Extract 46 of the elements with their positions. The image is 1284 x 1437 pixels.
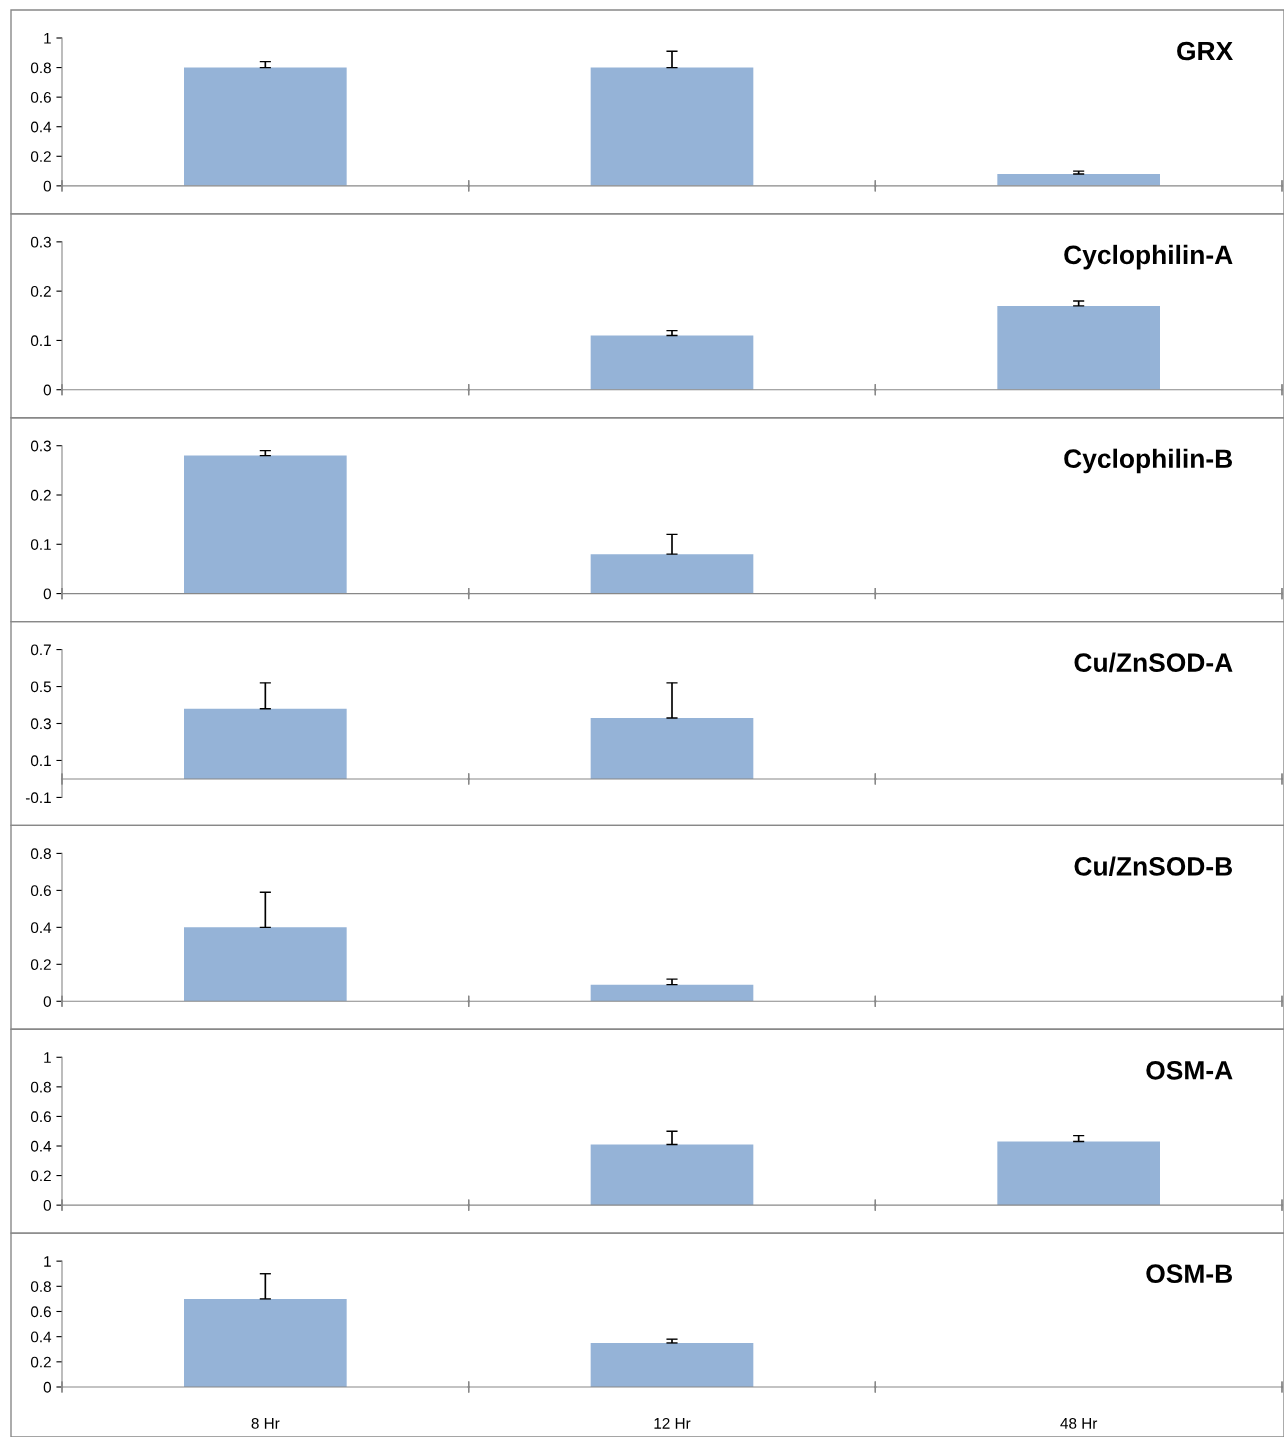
y-tick-label: 0.6 xyxy=(30,1306,51,1318)
y-tick-label: 0.2 xyxy=(30,1356,51,1368)
y-tick-label: -0.1 xyxy=(25,792,51,804)
y-tick-label: 0.6 xyxy=(30,1111,51,1123)
y-tick-label: 0.4 xyxy=(30,1140,52,1152)
y-tick-label: 0.3 xyxy=(30,718,51,730)
chart-title: Cyclophilin-A xyxy=(1064,244,1233,270)
y-tick-label: 0 xyxy=(43,996,51,1007)
y-tick-label: 0.3 xyxy=(30,440,51,452)
y-tick-label: 0.1 xyxy=(30,335,51,347)
y-tick-label: 0.8 xyxy=(30,848,51,860)
y-tick-label: 0 xyxy=(43,384,51,396)
chart-title: Cyclophilin-B xyxy=(1064,448,1233,474)
y-tick-label: 1 xyxy=(44,1052,51,1063)
y-tick-label: 0.6 xyxy=(30,92,51,103)
y-tick-label: 0.4 xyxy=(30,922,52,934)
y-tick-label: 0.2 xyxy=(30,489,51,501)
y-tick-label: 0.4 xyxy=(30,121,52,133)
y-tick-label: 1 xyxy=(44,1256,51,1267)
chart-title: OSM-A xyxy=(1146,1060,1233,1080)
chart-title: Cu/ZnSOD-B xyxy=(1074,856,1232,877)
y-tick-label: 0.8 xyxy=(30,1281,51,1292)
y-tick-label: 0.3 xyxy=(30,236,51,248)
y-tick-label: 0.8 xyxy=(30,62,51,74)
y-tick-label: 0 xyxy=(43,180,51,192)
y-tick-label: 0.1 xyxy=(30,755,51,767)
y-tick-label: 0.6 xyxy=(30,885,51,897)
y-tick-label: 0.2 xyxy=(30,1170,51,1182)
chart-title: GRX xyxy=(1177,41,1233,61)
y-tick-label: 0 xyxy=(43,588,51,600)
chart-title: Cu/ZnSOD-A xyxy=(1074,652,1233,673)
x-tick-label: 8 Hr xyxy=(251,1417,280,1429)
x-tick-label: 48 Hr xyxy=(1060,1417,1098,1429)
y-tick-label: 0.1 xyxy=(30,539,51,550)
chart-title: OSM-B xyxy=(1146,1264,1232,1284)
y-tick-label: 0 xyxy=(43,1381,51,1393)
y-tick-label: 0.7 xyxy=(30,644,51,656)
y-tick-label: 0.2 xyxy=(30,959,51,971)
y-tick-label: 0.2 xyxy=(30,286,51,297)
y-tick-label: 0 xyxy=(43,1200,51,1211)
y-tick-label: 0.5 xyxy=(30,681,51,693)
y-tick-label: 0.2 xyxy=(30,151,51,162)
y-tick-label: 1 xyxy=(44,33,51,44)
y-tick-label: 0.4 xyxy=(30,1331,52,1343)
y-tick-label: 0.8 xyxy=(30,1081,51,1093)
x-tick-label: 12 Hr xyxy=(654,1417,691,1429)
